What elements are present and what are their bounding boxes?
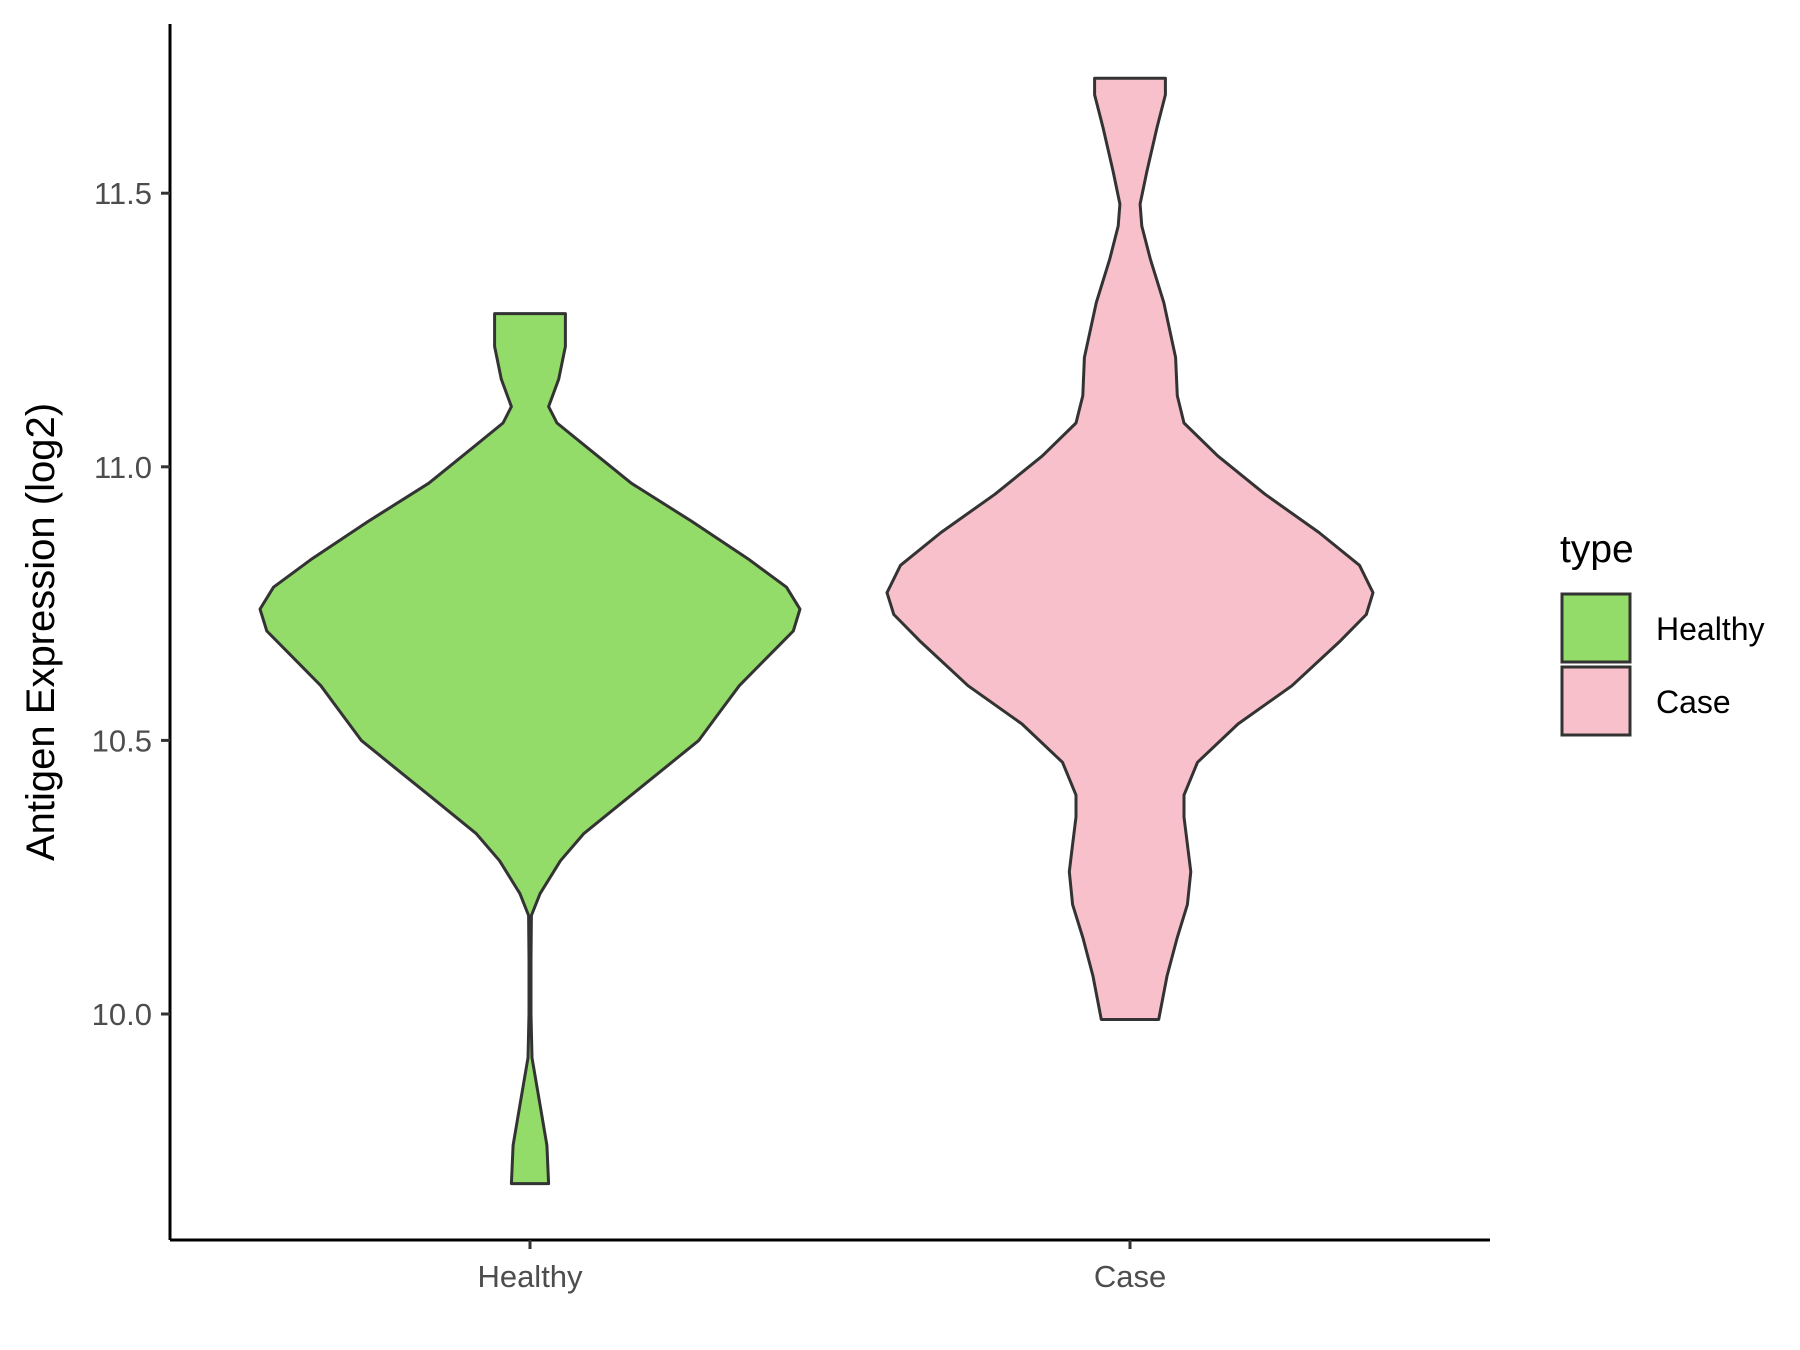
y-tick-label: 10.5 bbox=[92, 723, 152, 758]
x-axis-ticks: Healthy Case bbox=[477, 1240, 1166, 1294]
violins-layer bbox=[258, 76, 1375, 1186]
legend-label-case: Case bbox=[1656, 684, 1731, 720]
legend: type Healthy Case bbox=[1560, 528, 1765, 737]
legend-key-case bbox=[1560, 665, 1632, 737]
y-axis-title: Antigen Expression (log2) bbox=[19, 403, 63, 861]
violin-case bbox=[885, 76, 1375, 1021]
y-tick-label: 11.0 bbox=[94, 450, 152, 485]
legend-key-healthy bbox=[1560, 592, 1632, 664]
legend-label-healthy: Healthy bbox=[1656, 611, 1765, 647]
violin-healthy bbox=[258, 312, 802, 1186]
y-tick-label: 11.5 bbox=[94, 176, 152, 211]
legend-title: type bbox=[1560, 528, 1634, 571]
x-tick-label: Healthy bbox=[477, 1259, 583, 1294]
x-tick-label: Case bbox=[1094, 1259, 1166, 1294]
y-axis-ticks: 10.0 10.5 11.0 11.5 bbox=[92, 176, 170, 1032]
y-tick-label: 10.0 bbox=[92, 997, 152, 1032]
